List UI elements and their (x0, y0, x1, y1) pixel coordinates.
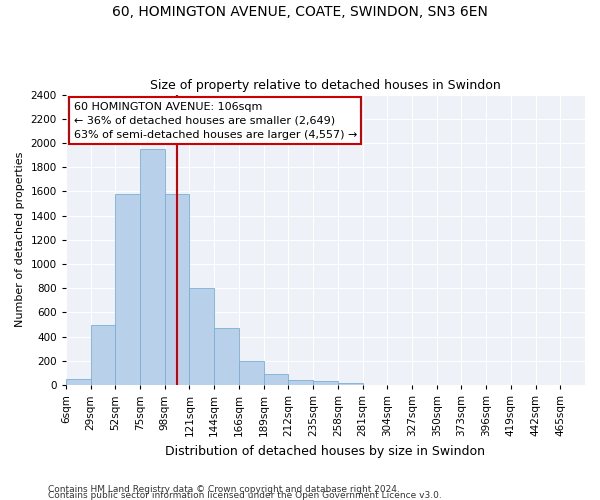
Bar (263, 374, 289, 385)
Text: 60, HOMINGTON AVENUE, COATE, SWINDON, SN3 6EN: 60, HOMINGTON AVENUE, COATE, SWINDON, SN… (112, 5, 488, 19)
Text: 60 HOMINGTON AVENUE: 106sqm
← 36% of detached houses are smaller (2,649)
63% of : 60 HOMINGTON AVENUE: 106sqm ← 36% of det… (74, 102, 357, 140)
Bar (165, 194, 190, 385)
Bar (338, 382, 362, 385)
Bar (239, 361, 263, 385)
Bar (214, 328, 239, 385)
X-axis label: Distribution of detached houses by size in Swindon: Distribution of detached houses by size … (166, 444, 485, 458)
Bar (190, 288, 214, 385)
Bar (140, 149, 165, 385)
Bar (289, 380, 313, 385)
Bar (115, 194, 140, 385)
Text: Contains public sector information licensed under the Open Government Licence v3: Contains public sector information licen… (48, 490, 442, 500)
Bar (66, 379, 91, 385)
Bar (313, 382, 338, 385)
Title: Size of property relative to detached houses in Swindon: Size of property relative to detached ho… (150, 79, 501, 92)
Text: Contains HM Land Registry data © Crown copyright and database right 2024.: Contains HM Land Registry data © Crown c… (48, 484, 400, 494)
Y-axis label: Number of detached properties: Number of detached properties (15, 152, 25, 328)
Bar (91, 324, 115, 385)
